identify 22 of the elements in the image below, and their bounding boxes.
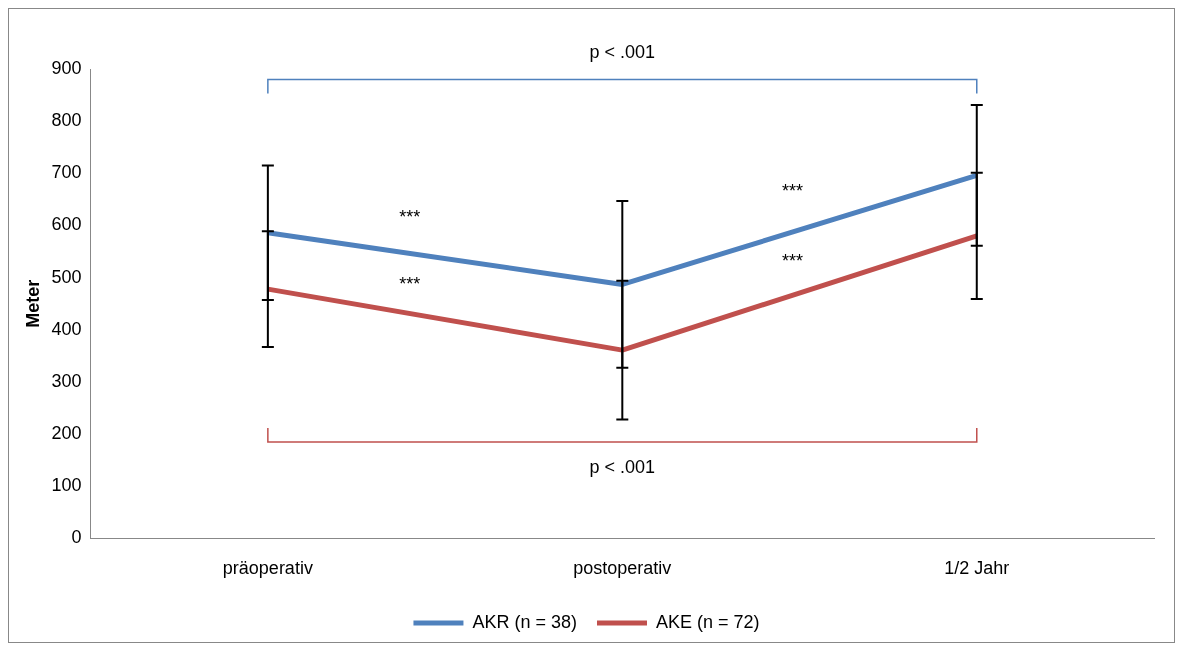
legend-label: AKE (n = 72) [656, 611, 760, 632]
ref-line-label: p < .001 [589, 456, 656, 477]
y-tick-label: 100 [51, 475, 82, 496]
y-tick-label: 600 [51, 214, 82, 235]
ref-line-label: p < .001 [589, 42, 656, 63]
legend-label: AKR (n = 38) [472, 611, 577, 632]
annotation: *** [781, 250, 803, 271]
annotation: *** [399, 274, 421, 295]
x-tick-label: 1/2 Jahr [944, 558, 1010, 579]
y-tick-label: 700 [51, 162, 82, 183]
annotation: *** [781, 180, 803, 201]
y-tick-label: 800 [51, 110, 82, 131]
y-tick-label: 200 [51, 423, 82, 444]
y-tick-label: 500 [51, 266, 82, 287]
y-tick-label: 900 [51, 57, 82, 78]
x-tick-label: postoperativ [573, 558, 672, 579]
x-tick-label: präoperativ [222, 558, 313, 579]
y-tick-label: 300 [51, 370, 82, 391]
y-axis-title: Meter [22, 279, 43, 328]
annotation: *** [399, 206, 421, 227]
y-tick-label: 400 [51, 318, 82, 339]
y-tick-label: 0 [71, 527, 82, 548]
